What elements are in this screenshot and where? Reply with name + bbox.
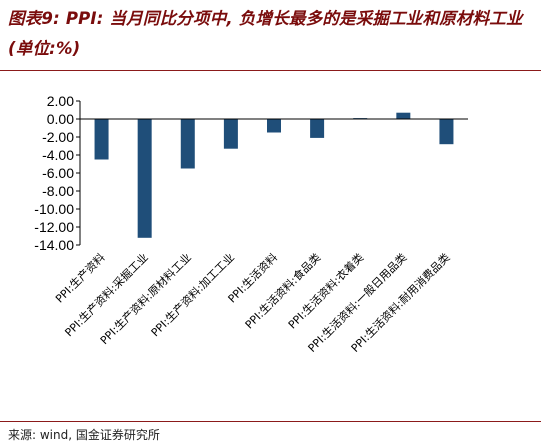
x-category-label: PPI:生活资料:食品类	[242, 250, 323, 331]
bar	[223, 119, 238, 149]
y-tick-label: -14.00	[34, 237, 74, 253]
y-axis: 2.00 0.00 -2.00 -4.00 -6.00 -8.00 -10.00 -12.00…	[34, 93, 81, 253]
y-tick-label: -6.00	[42, 165, 74, 181]
y-tick-label: -8.00	[42, 183, 74, 199]
y-tick-label: 2.00	[47, 93, 74, 109]
bar-chart: 2.00 0.00 -2.00 -4.00 -6.00 -8.00 -10.00 -12.00…	[34, 93, 468, 355]
x-category-label: PPI:生产资料:采掘工业	[62, 250, 151, 339]
bar	[94, 119, 109, 160]
x-category-label: PPI:生活资料:衣着类	[285, 250, 366, 331]
bar	[267, 119, 281, 133]
y-tick-label: -2.00	[42, 129, 74, 145]
category-labels: PPI:生产资料PPI:生产资料:采掘工业PPI:生产资料:原材料工业PPI:生…	[52, 250, 452, 355]
bar	[396, 112, 411, 119]
footer-divider	[0, 421, 541, 422]
y-tick-label: 0.00	[47, 111, 74, 127]
y-tick-label: -12.00	[34, 219, 74, 235]
bar	[310, 119, 325, 138]
y-tick-label: -4.00	[42, 147, 74, 163]
chart-title: 图表9: PPI: 当月同比分项中, 负增长最多的是采掘工业和原材料工业 (单位…	[8, 9, 523, 58]
bar	[180, 119, 195, 169]
x-category-label: PPI:生产资料:加工工业	[148, 250, 237, 339]
bar	[439, 119, 454, 145]
source-note: 来源: wind, 国金证券研究所	[8, 428, 160, 442]
bar	[137, 119, 152, 238]
y-tick-label: -10.00	[34, 201, 74, 217]
title-divider	[0, 70, 541, 71]
bars-group	[94, 112, 454, 238]
